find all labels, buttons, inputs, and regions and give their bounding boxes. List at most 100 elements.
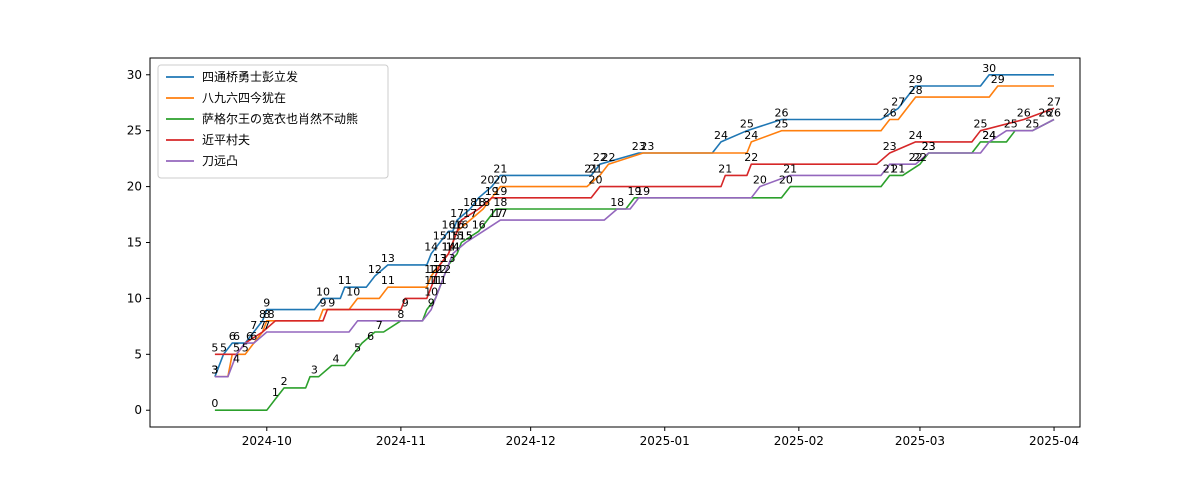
data-label-series-4: 11 [424, 274, 438, 287]
x-tick-label: 2025-01 [640, 434, 690, 448]
y-tick-label: 10 [127, 291, 142, 305]
data-label-series-4: 7 [263, 319, 270, 332]
data-label-series-2: 11 [381, 274, 395, 287]
data-label-series-4: 25 [974, 118, 988, 131]
data-label-series-5: 6 [246, 330, 253, 343]
y-tick-label: 30 [127, 68, 142, 82]
data-label-series-1: 17 [450, 207, 464, 220]
data-label-series-1: 29 [909, 73, 923, 86]
data-label-series-4: 26 [1017, 107, 1031, 120]
data-label-series-5: 14 [446, 241, 460, 254]
data-label-series-2: 10 [346, 285, 360, 298]
data-label-series-5: 21 [883, 162, 897, 175]
data-label-series-5: 11 [433, 274, 447, 287]
data-label-series-1: 12 [368, 263, 382, 276]
data-label-series-1: 25 [740, 118, 754, 131]
series-line-4 [214, 107, 1055, 356]
x-tick-label: 2024-11 [376, 434, 426, 448]
data-label-series-5: 25 [1004, 118, 1018, 131]
data-label-series-5: 19 [636, 185, 650, 198]
series-group-1 [214, 74, 1054, 377]
axes: 2024-10 2024-11 2024-12 2025-01 2025-02 2025-… [127, 57, 1081, 448]
data-label-series-3: 5 [354, 341, 361, 354]
data-label-series-3: 18 [493, 196, 507, 209]
data-label-series-2: 17 [463, 207, 477, 220]
data-label-series-4: 10 [424, 285, 438, 298]
data-label-series-5: 5 [233, 341, 240, 354]
data-label-series-2: 15 [446, 230, 460, 243]
data-label-series-2: 28 [909, 84, 923, 97]
series-group-5 [214, 118, 1055, 378]
legend-label-2: 八九六四今犹在 [202, 90, 286, 105]
data-label-series-1: 26 [775, 107, 789, 120]
series-line-5 [214, 118, 1055, 378]
legend-label-5: 刀远凸 [202, 154, 238, 168]
data-label-series-1: 22 [593, 151, 607, 164]
y-tick-label: 20 [127, 180, 142, 194]
data-label-series-5: 20 [753, 174, 767, 187]
data-label-series-5: 17 [493, 207, 507, 220]
data-label-series-3: 14 [446, 241, 460, 254]
data-label-series-4: 9 [402, 297, 409, 310]
data-label-series-2: 20 [493, 174, 507, 187]
data-label-series-5: 26 [1038, 107, 1052, 120]
data-label-series-1: 6 [229, 330, 236, 343]
data-label-series-1: 15 [433, 230, 447, 243]
data-label-series-4: 23 [883, 140, 897, 153]
data-label-series-5: 24 [982, 129, 996, 142]
data-label-series-2: 19 [485, 185, 499, 198]
legend-label-3: 萨格尔王の宽衣也肖然不动熊 [202, 111, 358, 126]
data-label-series-5: 23 [922, 140, 936, 153]
data-label-series-5: 22 [909, 151, 923, 164]
data-label-series-2: 6 [250, 330, 257, 343]
data-label-series-3: 11 [429, 274, 443, 287]
data-label-series-4: 15 [450, 230, 464, 243]
data-label-series-4: 9 [328, 297, 335, 310]
data-label-series-3: 4 [333, 353, 340, 366]
data-label-series-5: 21 [783, 162, 797, 175]
data-label-series-1: 27 [891, 95, 905, 108]
data-label-series-2: 18 [476, 196, 490, 209]
data-label-series-1: 13 [381, 252, 395, 265]
data-label-series-2: 22 [602, 151, 616, 164]
data-label-series-3: 26 [1047, 107, 1061, 120]
data-label-series-4: 12 [429, 263, 443, 276]
data-label-series-1: 5 [220, 341, 227, 354]
series-line-1 [214, 74, 1054, 377]
data-label-series-1: 23 [632, 140, 646, 153]
data-label-series-4: 24 [909, 129, 923, 142]
data-label-series-2: 8 [268, 308, 275, 321]
data-label-series-3: 22 [913, 151, 927, 164]
data-label-series-5: 12 [437, 263, 451, 276]
data-label-series-5: 8 [263, 308, 270, 321]
series-line-3 [214, 118, 1055, 411]
data-label-series-2: 7 [259, 319, 266, 332]
data-label-series-1: 3 [211, 364, 218, 377]
data-label-series-3: 1 [272, 386, 279, 399]
x-tick-label: 2025-04 [1029, 434, 1079, 448]
data-label-series-1: 30 [982, 62, 996, 75]
data-label-series-4: 5 [211, 341, 218, 354]
data-label-series-2: 3 [211, 364, 218, 377]
data-label-series-2: 21 [589, 162, 603, 175]
data-label-series-1: 18 [463, 196, 477, 209]
data-label-series-1: 16 [442, 218, 456, 231]
data-label-series-4: 20 [589, 174, 603, 187]
data-label-series-3: 21 [891, 162, 905, 175]
data-label-series-3: 20 [779, 174, 793, 187]
y-tick-label: 15 [127, 236, 142, 250]
legend-label-4: 近平村夫 [202, 133, 250, 147]
data-label-series-1: 21 [493, 162, 507, 175]
data-label-series-3: 24 [982, 129, 996, 142]
data-label-series-1: 10 [316, 285, 330, 298]
x-tick-label: 2024-12 [506, 434, 556, 448]
data-label-series-3: 23 [922, 140, 936, 153]
data-label-series-1: 24 [714, 129, 728, 142]
data-label-series-2: 9 [320, 297, 327, 310]
data-label-series-2: 29 [991, 73, 1005, 86]
data-label-series-4: 14 [442, 241, 456, 254]
data-label-series-4: 5 [242, 341, 249, 354]
data-label-series-2: 23 [640, 140, 654, 153]
